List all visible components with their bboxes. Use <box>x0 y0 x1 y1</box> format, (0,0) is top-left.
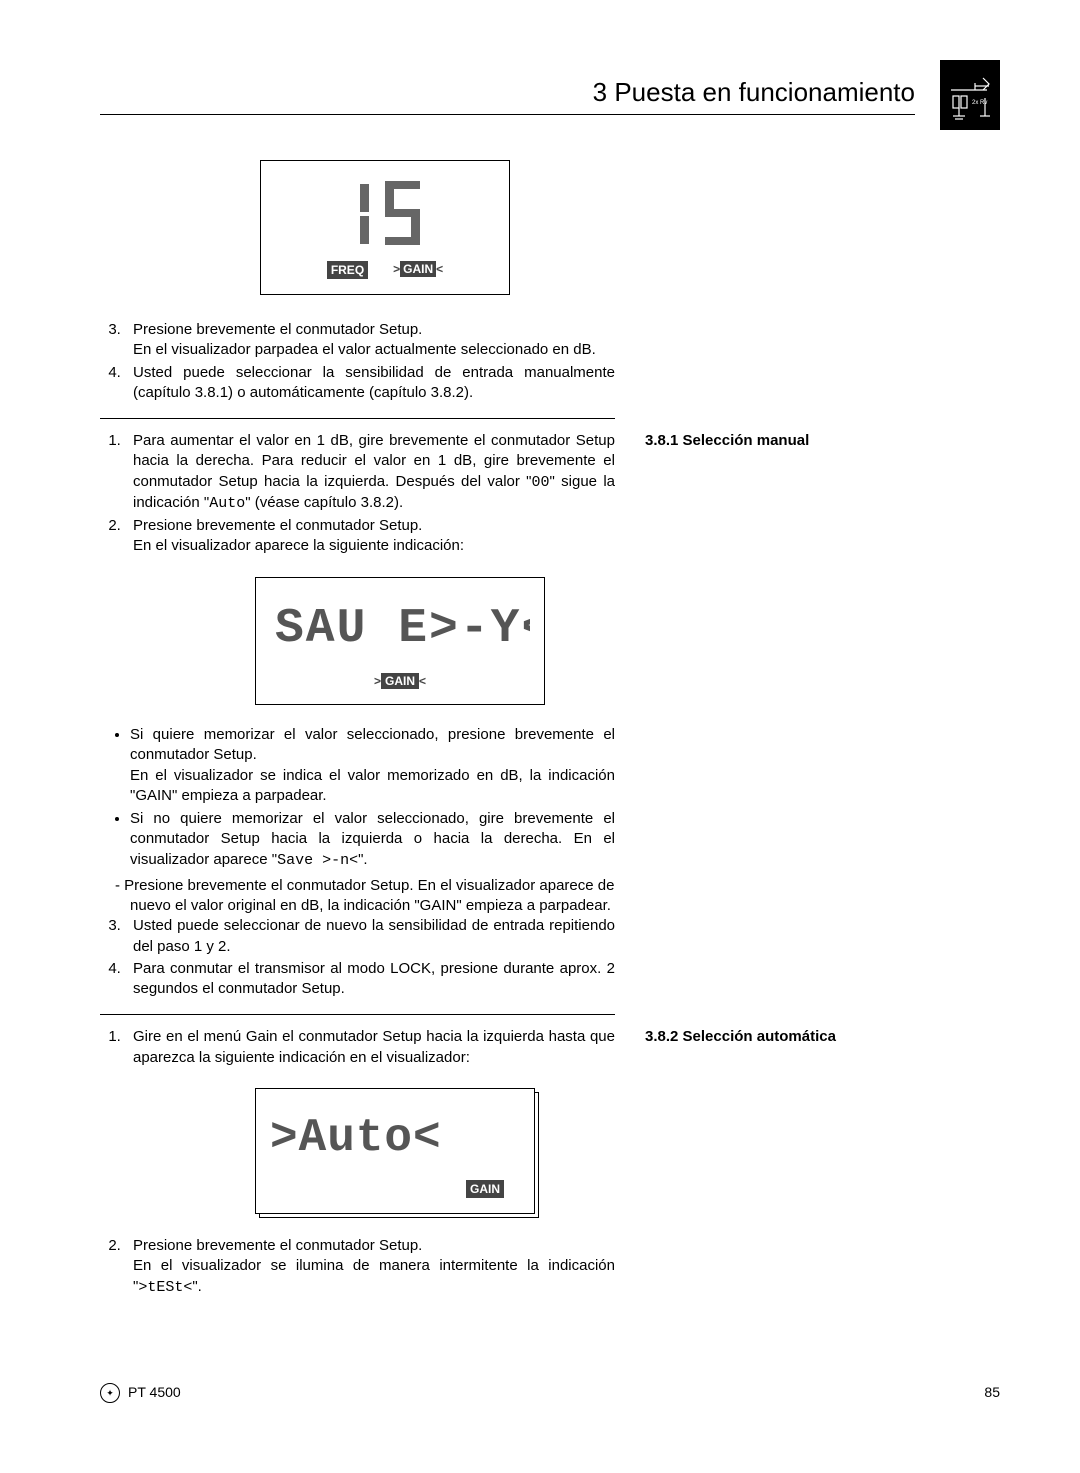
header-icon-label: 2x Rv <box>972 100 987 106</box>
instruction-item: Para aumentar el valor en 1 dB, gire bre… <box>125 431 615 514</box>
dash-item: Presione brevemente el conmutador Setup.… <box>130 876 615 917</box>
lcd-display-save: SAU E>-Y< >GAIN< <box>255 577 545 705</box>
instructions-381-b: Usted puede seleccionar de nuevo la sens… <box>100 916 615 999</box>
separator <box>100 418 615 419</box>
instructions-382-a: Gire en el menú Gain el conmutador Setup… <box>100 1027 615 1068</box>
svg-text:SAU E>-Y<: SAU E>-Y< <box>275 602 530 656</box>
page-header: 3 Puesta en funcionamiento 2x Rv <box>100 60 1000 130</box>
mono-save-n: Save >-n< <box>277 852 358 869</box>
mono-test: >tESt< <box>138 1279 192 1296</box>
header-circuit-icon: 2x Rv <box>940 60 1000 130</box>
instructions-382-b: Presione brevemente el conmutador Setup.… <box>100 1236 615 1298</box>
footer-model: PT 4500 <box>128 1383 181 1402</box>
lcd-freq-label: FREQ <box>327 261 368 279</box>
lcd-gain-label: >GAIN< <box>374 673 426 689</box>
section-heading-381: 3.8.1 Selección manual <box>645 431 845 451</box>
section-heading-382: 3.8.2 Selección automática <box>645 1027 845 1047</box>
lcd-auto-value: >Auto< <box>270 1112 442 1164</box>
footer-page-number: 85 <box>984 1383 1000 1402</box>
separator <box>100 1014 615 1015</box>
instruction-item: Para conmutar el transmisor al modo LOCK… <box>125 959 615 1000</box>
bullets-381: Si quiere memorizar el valor seleccionad… <box>100 725 615 871</box>
dash-381: Presione brevemente el conmutador Setup.… <box>100 876 615 917</box>
lcd-display-auto: >Auto< GAIN <box>255 1088 535 1214</box>
instruction-item: Usted puede seleccionar de nuevo la sens… <box>125 916 615 957</box>
instruction-item: Usted puede seleccionar la sensibilidad … <box>125 363 615 404</box>
instruction-item: Gire en el menú Gain el conmutador Setup… <box>125 1027 615 1068</box>
instruction-item: Presione brevemente el conmutador Setup.… <box>125 516 615 557</box>
instruction-item: Presione brevemente el conmutador Setup.… <box>125 1236 615 1298</box>
mono-zero: 00 <box>532 474 550 491</box>
footer-logo-icon: ✦ <box>100 1383 120 1403</box>
instruction-item: Presione brevemente el conmutador Setup.… <box>125 320 615 361</box>
chapter-title: 3 Puesta en funcionamiento <box>593 75 915 110</box>
instructions-block-1: Presione brevemente el conmutador Setup.… <box>100 320 615 403</box>
lcd-gain-label: >GAIN< <box>393 261 443 279</box>
lcd-save-segment-icon: SAU E>-Y< <box>270 596 530 656</box>
lcd-gain-label-inv: GAIN <box>466 1180 504 1198</box>
page-footer: ✦ PT 4500 85 <box>100 1383 1000 1403</box>
lcd-display-gain-value: FREQ >GAIN< <box>260 160 510 295</box>
instructions-381-a: Para aumentar el valor en 1 dB, gire bre… <box>100 431 615 557</box>
lcd-segment-icon <box>330 176 440 251</box>
bullet-item: Si quiere memorizar el valor seleccionad… <box>130 725 615 806</box>
mono-auto: Auto <box>209 495 245 512</box>
bullet-item: Si no quiere memorizar el valor seleccio… <box>130 809 615 871</box>
